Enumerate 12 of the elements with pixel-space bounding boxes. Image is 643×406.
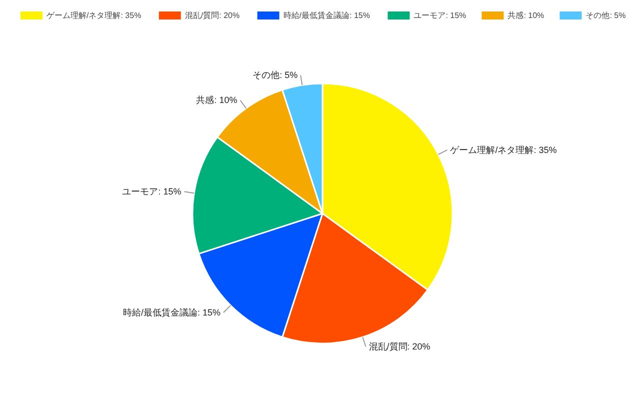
slice-label: 混乱/質問: 20% xyxy=(368,342,430,352)
legend-label: ゲーム理解/ネタ理解: 35% xyxy=(46,11,142,20)
legend-label: 時給/最低賃金議論: 15% xyxy=(283,11,370,20)
slice-label: ユーモア: 15% xyxy=(122,186,182,197)
slice-label: ゲーム理解/ネタ理解: 35% xyxy=(450,144,557,155)
slice-label: 共感: 10% xyxy=(196,95,238,106)
slice-label: 時給/最低賃金議論: 15% xyxy=(122,307,221,318)
slice-label: その他: 5% xyxy=(252,70,298,80)
legend-label: 混乱/質問: 20% xyxy=(184,11,240,20)
legend-label: 共感: 10% xyxy=(508,11,544,20)
legend-label: ユーモア: 15% xyxy=(414,11,466,20)
legend-label: その他: 5% xyxy=(586,11,626,20)
